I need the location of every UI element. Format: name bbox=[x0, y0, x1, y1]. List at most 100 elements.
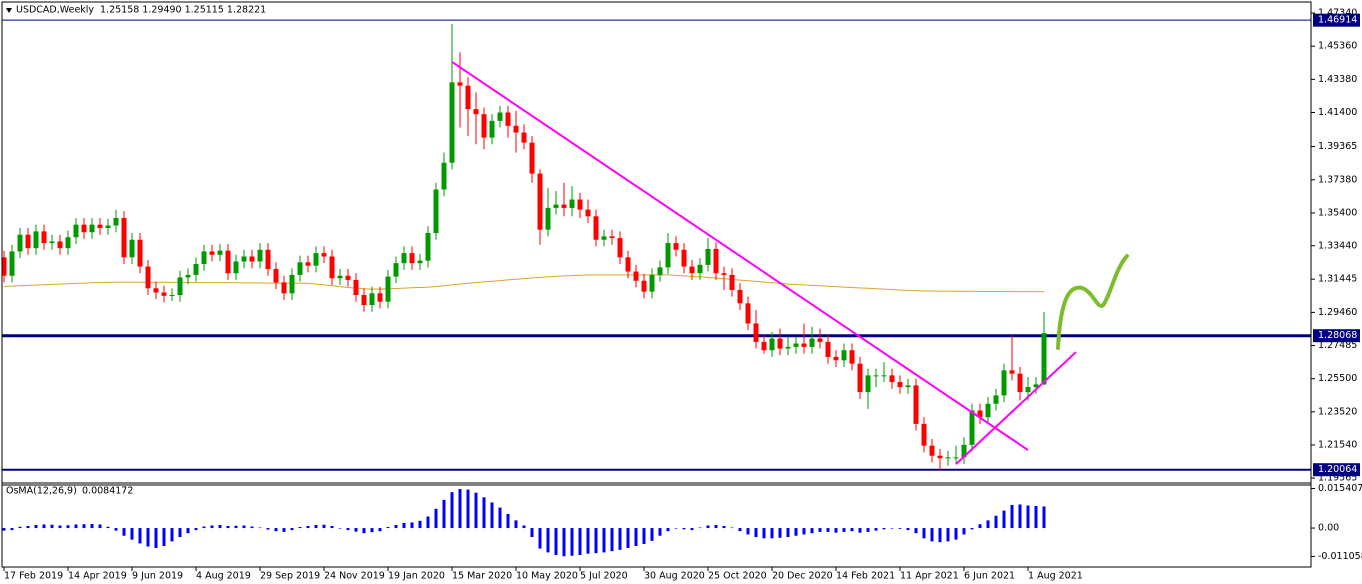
osma-bar bbox=[826, 528, 830, 532]
y-tick-label: 1.43380 bbox=[1318, 74, 1357, 85]
osma-bar bbox=[858, 528, 862, 533]
x-tick-label: 30 Aug 2020 bbox=[644, 571, 705, 582]
osma-bar bbox=[642, 528, 646, 544]
candle-body bbox=[961, 444, 967, 458]
osma-bar bbox=[2, 528, 6, 531]
osma-bar bbox=[922, 528, 926, 539]
osma-bar bbox=[706, 525, 710, 529]
candle-body bbox=[353, 279, 359, 295]
candle-body bbox=[713, 248, 719, 274]
osma-bar bbox=[410, 522, 414, 529]
osma-bar bbox=[1026, 505, 1030, 529]
candle-body bbox=[273, 269, 279, 283]
candle-body bbox=[625, 257, 631, 272]
osma-bar bbox=[994, 515, 998, 529]
y-tick-label: 1.23520 bbox=[1318, 406, 1357, 417]
candle-body bbox=[425, 233, 431, 261]
candle-body bbox=[545, 207, 551, 230]
y-tick-label: 1.21540 bbox=[1318, 439, 1357, 450]
osma-bar bbox=[514, 520, 518, 529]
osma-bar bbox=[42, 524, 46, 529]
osma-bar bbox=[770, 528, 774, 539]
osma-bar bbox=[754, 528, 758, 538]
osma-bar bbox=[18, 526, 22, 529]
candle-body bbox=[137, 239, 143, 267]
osma-bar bbox=[426, 516, 430, 529]
osma-bar bbox=[298, 527, 302, 529]
candle-body bbox=[577, 199, 583, 210]
candle-body bbox=[745, 303, 751, 324]
osma-bar bbox=[242, 525, 246, 529]
candle-body bbox=[417, 260, 423, 264]
candle-body bbox=[313, 253, 319, 266]
osma-bar bbox=[882, 528, 886, 530]
osma-bar bbox=[482, 497, 486, 529]
osma-bar bbox=[658, 528, 662, 536]
candle-body bbox=[681, 249, 687, 267]
ohlc-text: 1.25158 1.29490 1.25115 1.28221 bbox=[100, 5, 266, 16]
osma-bar bbox=[378, 528, 382, 532]
menu-triangle bbox=[6, 8, 12, 13]
candle-body bbox=[905, 385, 911, 388]
osma-bar bbox=[874, 528, 878, 531]
candle-body bbox=[761, 341, 767, 351]
osma-bar bbox=[34, 524, 38, 529]
candle-body bbox=[153, 288, 159, 293]
candle-body bbox=[441, 162, 447, 190]
candle-body bbox=[481, 114, 487, 138]
candle-body bbox=[145, 266, 151, 289]
candle-body bbox=[369, 293, 375, 306]
osma-bar bbox=[50, 524, 54, 529]
chart-title: USDCAD,Weekly bbox=[16, 5, 94, 16]
candle-body bbox=[377, 293, 383, 302]
candle-body bbox=[849, 350, 855, 364]
osma-bar bbox=[538, 528, 542, 549]
y-tick-label: 1.35400 bbox=[1318, 207, 1357, 218]
osma-bar bbox=[186, 528, 190, 534]
candle-body bbox=[649, 274, 655, 292]
osma-bar bbox=[570, 528, 574, 556]
osma-bar bbox=[290, 528, 294, 531]
candle-body bbox=[689, 266, 695, 274]
candle-body bbox=[457, 82, 463, 86]
level-label-bg bbox=[1313, 463, 1360, 477]
osma-bar bbox=[594, 528, 598, 554]
candle-body bbox=[793, 343, 799, 347]
x-tick-label: 11 Apr 2021 bbox=[900, 571, 959, 582]
candle-body bbox=[537, 173, 543, 230]
osma-bar bbox=[394, 524, 398, 529]
osma-bar bbox=[962, 528, 966, 535]
x-tick-label: 14 Apr 2019 bbox=[68, 571, 127, 582]
frame bbox=[1, 1, 1312, 568]
candle-body bbox=[25, 234, 31, 249]
osma-bar bbox=[618, 528, 622, 550]
y-tick-label: 1.41400 bbox=[1318, 107, 1357, 118]
candle-body bbox=[185, 274, 191, 278]
osma-bar bbox=[162, 528, 166, 546]
candle-body bbox=[913, 385, 919, 424]
osma-bar bbox=[10, 528, 14, 531]
moving-average bbox=[3, 274, 1044, 293]
osma-bar bbox=[330, 526, 334, 529]
osma-bar bbox=[258, 527, 262, 529]
candle-body bbox=[753, 323, 759, 342]
candle-body bbox=[737, 289, 743, 304]
candle-body bbox=[809, 338, 815, 347]
candle-body bbox=[505, 112, 511, 126]
candle-body bbox=[489, 120, 495, 138]
osma-bar bbox=[306, 526, 310, 529]
candle-body bbox=[1033, 384, 1039, 388]
indicator-name: OsMA(12,26,9) bbox=[6, 486, 77, 497]
candle-body bbox=[777, 338, 783, 349]
candle-body bbox=[841, 350, 847, 361]
candle-body bbox=[193, 264, 199, 275]
candle-body bbox=[1041, 333, 1047, 385]
candle-body bbox=[121, 217, 127, 258]
indicator-value: 0.0084172 bbox=[82, 486, 133, 497]
osma-bar bbox=[986, 520, 990, 529]
osma-bar bbox=[218, 524, 222, 529]
candle-body bbox=[513, 125, 519, 133]
candle-body bbox=[105, 225, 111, 229]
osma-bar bbox=[202, 526, 206, 529]
